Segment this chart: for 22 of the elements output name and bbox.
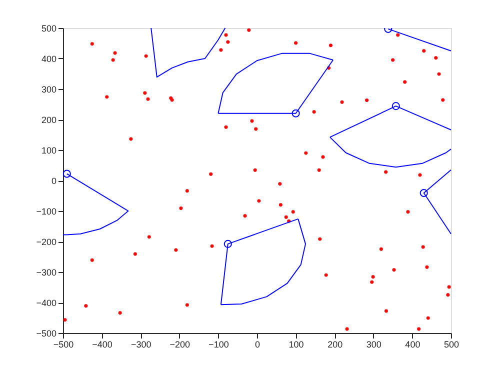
y-tick-label: −400 xyxy=(36,298,56,308)
x-tick-label: 200 xyxy=(328,340,343,350)
y-tick-label: −100 xyxy=(36,206,56,216)
x-tick-label: −200 xyxy=(170,340,190,350)
x-tick-label: 500 xyxy=(444,340,460,350)
x-tick-label: −500 xyxy=(53,340,74,350)
x-tick-label: −400 xyxy=(92,340,112,350)
y-tick-label: −300 xyxy=(36,268,56,278)
y-tick-label: 400 xyxy=(41,54,56,64)
y-tick-label: −500 xyxy=(36,328,56,338)
x-tick-label: −300 xyxy=(130,340,152,350)
y-tick-label: −200 xyxy=(36,237,56,247)
y-tick-label: 500 xyxy=(41,24,56,34)
x-tick-label: 300 xyxy=(366,340,382,350)
y-tick-label: 100 xyxy=(41,146,56,156)
y-tick-label: 300 xyxy=(41,84,56,94)
y-tick-label: 200 xyxy=(41,115,56,125)
x-tick-label: −100 xyxy=(208,340,229,350)
x-tick-label: 100 xyxy=(288,340,304,350)
x-tick-label: 400 xyxy=(405,340,420,350)
y-tick-label: 0 xyxy=(51,176,56,186)
x-tick-label: 0 xyxy=(254,340,260,350)
